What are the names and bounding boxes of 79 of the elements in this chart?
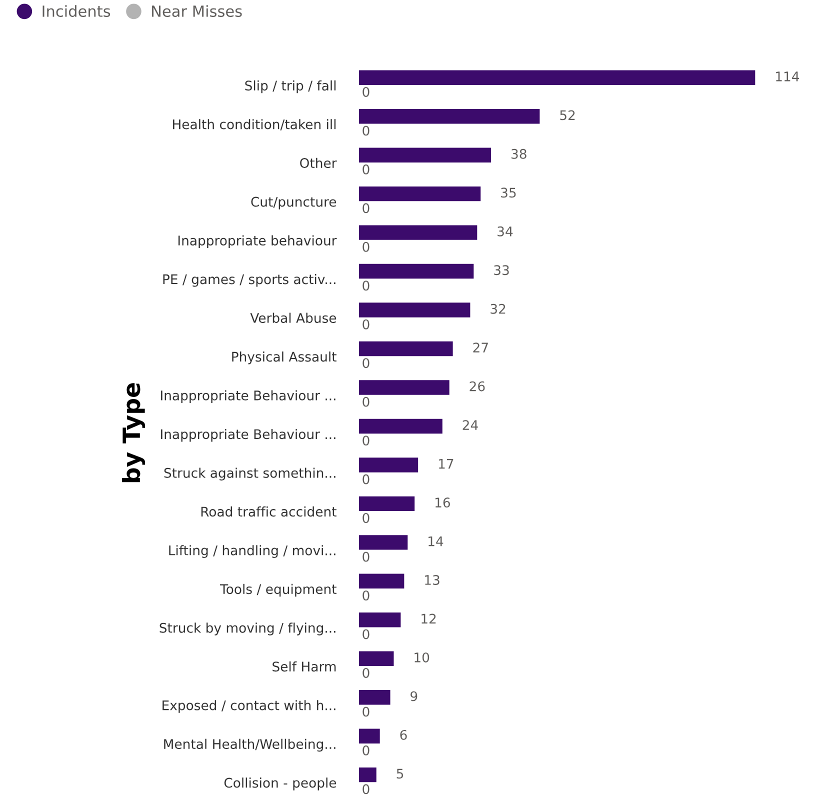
data-label: 26 (470, 381, 485, 392)
legend-label: Near Misses (152, 5, 242, 17)
y-tick-label: Verbal Abuse (250, 312, 336, 323)
bar (359, 148, 492, 162)
bar (359, 341, 453, 356)
y-tick-label: Cut/puncture (251, 196, 336, 210)
data-label: 0 (362, 552, 370, 562)
data-label: 0 (362, 164, 370, 174)
y-tick-label: Exposed / contact with h... (162, 700, 336, 713)
bar (359, 302, 470, 318)
data-label: 0 (362, 242, 370, 252)
data-label: 0 (362, 513, 370, 524)
y-tick-label: Slip / trip / fall (245, 80, 336, 94)
bar (359, 690, 390, 705)
y-tick-label: Lifting / handling / movi... (169, 545, 336, 558)
data-label: 6 (400, 730, 407, 740)
data-label: 9 (410, 691, 418, 702)
legend-label: Incidents (42, 5, 110, 17)
data-label: 0 (362, 784, 370, 794)
data-label: 114 (776, 72, 800, 82)
y-tick-label: Road traffic accident (201, 506, 336, 517)
bar (359, 264, 474, 279)
y-tick-label: Tools / equipment (220, 584, 336, 597)
bar (359, 186, 481, 202)
y-tick-label: Other (300, 158, 337, 168)
bar (359, 496, 415, 512)
y-tick-label: Inappropriate Behaviour ... (161, 390, 336, 403)
data-label: 52 (560, 110, 575, 120)
data-label: 0 (362, 629, 370, 640)
bar (359, 418, 442, 434)
data-label: 0 (362, 474, 370, 484)
y-tick-label: Self Harm (272, 661, 336, 672)
y-tick-label: Inappropriate Behaviour ... (161, 428, 336, 442)
y-tick-label: Health condition/taken ill (173, 119, 336, 130)
bar (359, 225, 478, 240)
bar (359, 108, 540, 124)
data-label: 33 (494, 265, 509, 276)
y-tick-label: Struck against somethin... (164, 468, 336, 480)
data-label: 35 (501, 188, 516, 198)
data-label: 24 (462, 420, 478, 430)
data-label: 0 (362, 358, 370, 368)
y-tick-label: Mental Health/Wellbeing... (164, 738, 336, 752)
y-tick-label: Physical Assault (232, 351, 336, 364)
data-label: 0 (362, 319, 370, 330)
data-label: 0 (362, 745, 370, 756)
data-label: 0 (362, 396, 370, 407)
bar (359, 574, 404, 589)
bar (359, 535, 408, 550)
data-label: 16 (435, 498, 450, 508)
y-tick-label: PE / games / sports activ... (163, 274, 336, 287)
bar (359, 612, 401, 628)
bar (359, 728, 380, 744)
data-label: 14 (428, 536, 444, 546)
bar (359, 458, 418, 472)
bar (359, 651, 394, 666)
data-label: 5 (396, 768, 404, 779)
data-label: 13 (425, 575, 440, 585)
data-label: 17 (438, 458, 454, 469)
data-label: 34 (498, 226, 513, 236)
bar (359, 380, 450, 395)
data-label: 0 (362, 706, 370, 717)
data-label: 0 (362, 126, 370, 136)
y-tick-label: Inappropriate behaviour (178, 235, 337, 248)
bar (359, 70, 756, 85)
y-tick-label: Struck by moving / flying... (160, 622, 336, 636)
data-label: 0 (362, 280, 370, 291)
data-label: 0 (362, 436, 370, 446)
data-label: 32 (490, 304, 506, 314)
bar (359, 767, 376, 782)
y-axis-title: by Type (122, 383, 145, 482)
data-label: 38 (512, 148, 526, 159)
y-tick-label: Collision - people (224, 778, 336, 790)
data-label: 10 (414, 652, 430, 662)
data-label: 12 (422, 614, 436, 624)
data-label: 27 (473, 342, 488, 352)
data-label: 0 (362, 86, 370, 97)
data-label: 0 (362, 590, 370, 600)
data-label: 0 (362, 668, 370, 678)
data-label: 0 (362, 203, 370, 214)
